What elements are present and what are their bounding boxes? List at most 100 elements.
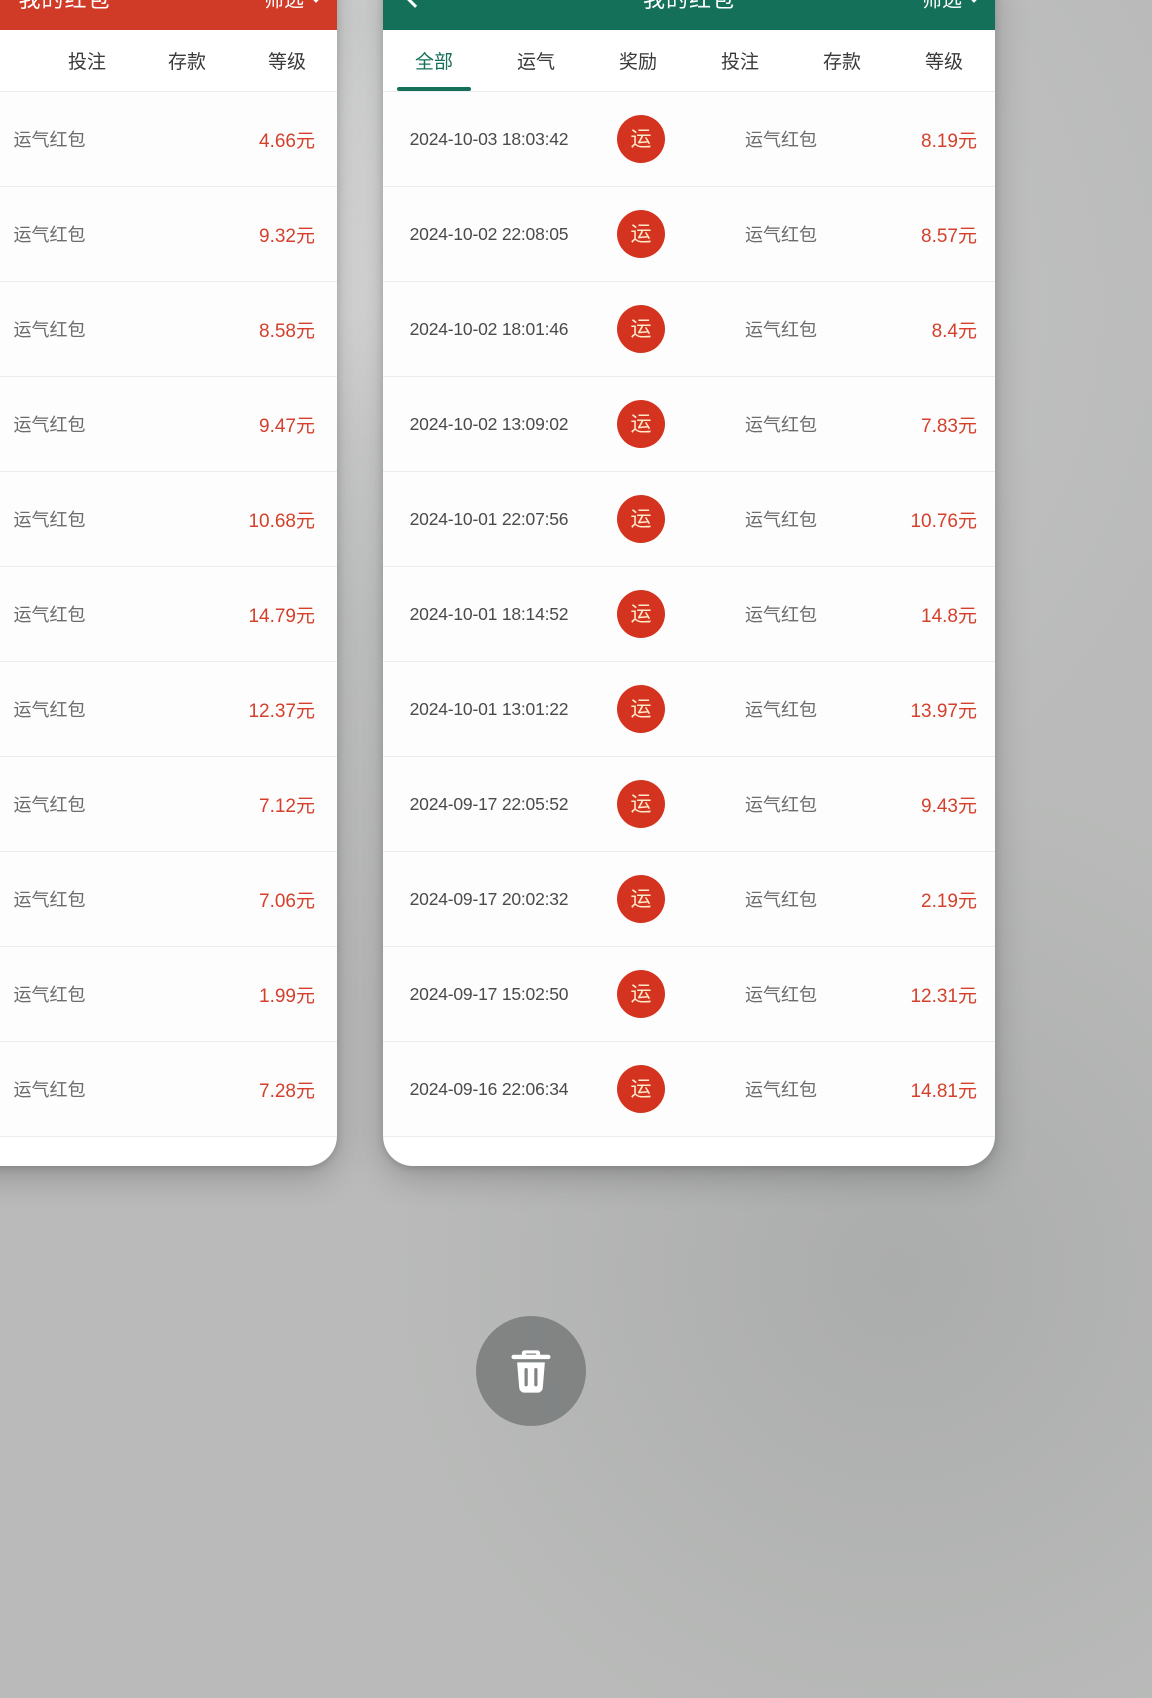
tab-label: 奖励 [618, 52, 657, 73]
tab-label: 等级 [924, 52, 963, 73]
filter-label: 筛选 [264, 0, 304, 12]
page-title: 我的红包 [18, 0, 110, 14]
record-badge-cell: 运 [587, 495, 695, 543]
record-row[interactable]: 2024-10-02 22:08:05 运 运气红包 8.57元 [383, 187, 995, 282]
tab-1[interactable]: 运气 [485, 30, 587, 91]
record-timestamp: 2024-10-02 13:09:02 [409, 413, 569, 434]
record-type: 运气红包 [745, 985, 817, 1005]
record-amount: 14.8元 [921, 605, 977, 627]
record-row[interactable]: 2024-10-02 13:09:02 运 运气红包 7.83元 [383, 377, 995, 472]
record-row[interactable]: 2024-09-17 22:05:52 运 运气红包 9.43元 [383, 757, 995, 852]
tab-1[interactable]: 存款 [137, 30, 237, 91]
record-row[interactable]: 2024-09-17 20:02:32 运 运气红包 2.19元 [383, 852, 995, 947]
record-type: 运气红包 [13, 415, 86, 435]
record-row[interactable]: 运气红包 9.47元 [0, 377, 337, 472]
record-row[interactable]: 2024-09-17 15:02:50 运 运气红包 12.31元 [383, 947, 995, 1042]
record-row[interactable]: 2024-10-01 13:01:22 运 运气红包 13.97元 [383, 662, 995, 757]
record-row[interactable]: 2024-10-03 18:03:42 运 运气红包 8.19元 [383, 92, 995, 187]
record-amount: 9.47元 [259, 415, 315, 437]
tab-strip-main: 全部 运气 奖励 投注 存款 等级 [383, 30, 995, 92]
record-type: 运气红包 [745, 130, 817, 150]
tab-4[interactable]: 存款 [791, 30, 893, 91]
record-row[interactable]: 运气红包 1.99元 [0, 947, 337, 1042]
luck-badge-icon: 运 [617, 305, 665, 353]
tab-2[interactable]: 奖励 [587, 30, 689, 91]
record-row[interactable]: 2024-10-01 18:14:52 运 运气红包 14.8元 [383, 567, 995, 662]
tab-label: 投注 [720, 52, 759, 73]
record-amount: 9.43元 [921, 795, 977, 817]
filter-button[interactable]: 筛选 [922, 0, 982, 13]
record-amount: 8.4元 [931, 320, 977, 342]
record-row[interactable]: 运气红包 7.28元 [0, 1042, 337, 1137]
record-row[interactable]: 运气红包 8.58元 [0, 282, 337, 377]
record-amount: 13.97元 [910, 700, 977, 722]
record-amount: 7.83元 [921, 415, 977, 437]
chevron-left-icon [405, 0, 425, 8]
record-timestamp: 2024-10-01 18:14:52 [409, 603, 569, 624]
record-amount: 8.19元 [921, 130, 977, 152]
page-title: 我的红包 [643, 0, 735, 14]
tab-0[interactable]: 投注 [37, 30, 137, 91]
record-timestamp: 2024-10-02 22:08:05 [409, 223, 569, 244]
back-button[interactable] [401, 0, 429, 12]
luck-badge-icon: 运 [617, 1065, 665, 1113]
record-type: 运气红包 [745, 510, 817, 530]
record-row[interactable]: 运气红包 9.32元 [0, 187, 337, 282]
record-row[interactable]: 运气红包 7.12元 [0, 757, 337, 852]
clear-all-button[interactable] [476, 1316, 586, 1426]
record-list-left: 运气红包 4.66元 运气红包 9.32元 运气红包 8.58元 运气红包 9.47元 运气红包… [0, 92, 337, 1137]
record-timestamp: 2024-09-17 15:02:50 [409, 983, 569, 1004]
card-bottom-fade [0, 1142, 337, 1166]
record-amount: 12.31元 [910, 985, 977, 1007]
luck-badge-icon: 运 [617, 590, 665, 638]
tab-2[interactable]: 等级 [237, 30, 337, 91]
luck-badge-icon: 运 [617, 400, 665, 448]
luck-badge-icon: 运 [617, 495, 665, 543]
luck-badge-icon: 运 [617, 115, 665, 163]
record-type: 运气红包 [13, 605, 86, 625]
record-row[interactable]: 运气红包 14.79元 [0, 567, 337, 662]
filter-label: 筛选 [922, 0, 962, 12]
tab-5[interactable]: 等级 [893, 30, 995, 91]
tab-0[interactable]: 全部 [383, 30, 485, 91]
record-amount: 14.81元 [910, 1080, 977, 1102]
record-badge-cell: 运 [587, 875, 695, 923]
luck-badge-icon: 运 [617, 875, 665, 923]
record-row[interactable]: 运气红包 4.66元 [0, 92, 337, 187]
record-timestamp: 2024-09-17 22:05:52 [409, 793, 569, 814]
record-badge-cell: 运 [587, 970, 695, 1018]
record-row[interactable]: 2024-10-01 22:07:56 运 运气红包 10.76元 [383, 472, 995, 567]
record-amount: 7.06元 [259, 890, 315, 912]
record-timestamp: 2024-10-02 18:01:46 [409, 318, 569, 339]
tab-3[interactable]: 投注 [689, 30, 791, 91]
record-row[interactable]: 2024-10-02 18:01:46 运 运气红包 8.4元 [383, 282, 995, 377]
record-amount: 8.58元 [259, 320, 315, 342]
record-row[interactable]: 运气红包 12.37元 [0, 662, 337, 757]
luck-badge-icon: 运 [617, 210, 665, 258]
tab-strip-left: 投注 存款 等级 [0, 30, 337, 92]
record-type: 运气红包 [13, 130, 86, 150]
card-bottom-fade [383, 1142, 995, 1166]
record-row[interactable]: 运气红包 10.68元 [0, 472, 337, 567]
luck-badge-icon: 运 [617, 970, 665, 1018]
record-row[interactable]: 2024-09-16 22:06:34 运 运气红包 14.81元 [383, 1042, 995, 1137]
record-type: 运气红包 [13, 795, 86, 815]
record-amount: 7.28元 [259, 1080, 315, 1102]
record-timestamp: 2024-09-16 22:06:34 [409, 1078, 569, 1099]
record-list-main: 2024-10-03 18:03:42 运运气红包 8.19元 2024-10-02 … [383, 92, 995, 1137]
record-amount: 1.99元 [259, 985, 315, 1007]
record-timestamp: 2024-10-03 18:03:42 [409, 128, 569, 149]
record-type: 运气红包 [745, 890, 817, 910]
record-amount: 2.19元 [921, 890, 977, 912]
tab-label: 存款 [167, 52, 206, 73]
app-bar-left: 我的红包 筛选 [0, 0, 337, 30]
record-amount: 14.79元 [248, 605, 315, 627]
record-type: 运气红包 [745, 415, 817, 435]
record-type: 运气红包 [745, 700, 817, 720]
task-card-main[interactable]: 我的红包 筛选 全部 运气 奖励 投注 存款 等级 2024-10-03 18:03:42… [383, 0, 995, 1166]
record-row[interactable]: 运气红包 7.06元 [0, 852, 337, 947]
chevron-down-icon [308, 0, 324, 3]
filter-button[interactable]: 筛选 [264, 0, 324, 13]
